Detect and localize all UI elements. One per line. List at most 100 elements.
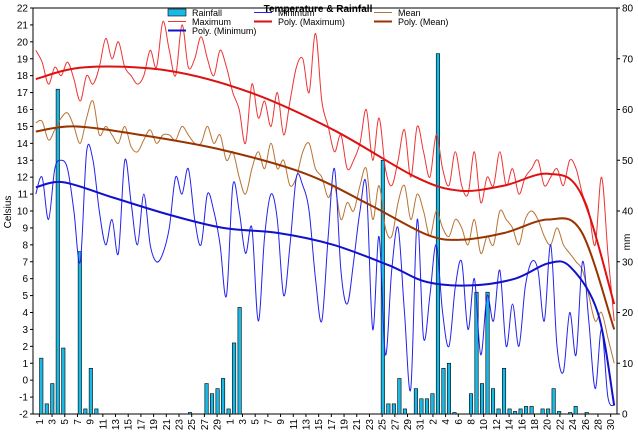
rainfall-bar [77,251,82,415]
x-tick-label: 3 [48,419,59,425]
x-tick-label: 17 [327,419,338,431]
rainfall-bar [391,403,396,415]
y-right-tick-label: 70 [622,54,634,65]
x-tick-label: 24 [568,419,579,431]
x-tick-label: 9 [86,419,97,425]
x-tick-label: 3 [238,419,249,425]
x-tick-label: 13 [111,419,122,431]
rainfall-bar [540,408,545,415]
y-right-tick-label: 20 [622,308,634,319]
axes: -2-1012345678910111213141516171819202122… [17,4,634,431]
x-tick-label: 12 [492,419,503,431]
y-left-tick-label: 0 [22,376,28,387]
x-tick-label: 6 [454,419,465,425]
rainfall-bar [232,342,237,415]
legend-label: Mean [398,8,421,18]
x-tick-label: 26 [581,419,592,431]
legend-label: Poly. (Minimum) [192,26,256,36]
y-left-tick-label: 3 [22,325,28,336]
rainfall-bar [402,408,407,415]
x-tick-label: 19 [340,419,351,431]
y-left-tick-label: 19 [17,54,29,65]
x-tick-label: 8 [467,419,478,425]
x-tick-label: 27 [200,419,211,431]
x-tick-label: 30 [606,419,617,431]
rainfall-bar [491,388,496,415]
x-tick-label: 25 [378,419,389,431]
x-tick-label: 11 [289,419,300,430]
y-left-tick-label: 11 [18,190,29,201]
x-tick-label: 13 [301,419,312,431]
y-left-tick-label: 4 [22,308,28,319]
x-tick-label: 7 [263,419,274,425]
x-tick-label: 29 [403,419,414,431]
x-tick-label: 1 [225,419,236,425]
y-right-tick-label: 50 [622,156,634,167]
y-right-tick-label: 0 [622,410,628,421]
y-left-tick-label: 13 [17,156,29,167]
y-left-tick-label: -2 [19,410,28,421]
minimum-line [35,143,615,407]
rainfall-bar [568,412,573,415]
rainfall-bar [94,408,99,415]
rainfall-bar [88,368,93,415]
y-left-tick-label: 21 [17,20,29,31]
x-tick-label: 7 [73,419,84,425]
rainfall-bar [380,159,385,415]
legend-label: Poly. (Mean) [398,17,448,27]
y-left-tick-label: 10 [17,207,29,218]
rainfall-bar [551,388,556,415]
x-tick-label: 16 [517,419,528,431]
y-right-tick-label: 60 [622,105,634,116]
x-tick-label: 29 [213,419,224,431]
rainfall-bar [386,403,391,415]
poly-maximum-line [35,65,616,305]
y-right-tick-label: 80 [622,4,634,15]
y-left-tick-label: 6 [22,274,28,285]
legend: Rainfall Minimum Mean Maximum Poly. (Maximum… [167,8,448,36]
rainfall-bar [221,378,226,415]
y-left-tick-label: 18 [17,71,29,82]
rainfall-bar [188,412,193,415]
x-tick-label: 10 [479,419,490,431]
rainfall-bar [513,411,518,415]
y-right-tick-label: 40 [622,207,634,218]
rainfall-bar [441,368,446,415]
rainfall-bar [496,408,501,415]
rainfall-bar [424,398,429,415]
x-tick-label: 20 [543,419,554,431]
rainfall-bar [55,88,60,415]
rainfall-bar [480,383,485,415]
rainfall-bar [452,412,457,415]
rainfall-bar [485,291,490,415]
rainfall-bar [397,378,402,415]
y-right-tick-label: 30 [622,257,634,268]
rainfall-bar [413,388,418,415]
x-tick-label: 22 [555,419,566,431]
y-left-tick-label: 17 [17,88,29,99]
y-left-tick-label: 14 [17,139,29,150]
rainfall-bar [435,53,440,415]
y-axis-right-label: mm [622,234,633,251]
y-left-tick-label: 1 [22,359,28,370]
x-tick-label: 21 [162,419,173,431]
x-tick-label: 5 [251,419,262,425]
x-tick-label: 15 [314,419,325,431]
y-left-tick-label: 15 [17,122,29,133]
x-tick-label: 4 [441,419,452,425]
rainfall-bar [584,412,589,415]
rainfall-bar [529,406,534,415]
rainfall-bar [468,393,474,415]
x-tick-label: 23 [365,419,376,431]
legend-label: Poly. (Maximum) [278,17,345,27]
rainfall-bar [237,307,242,415]
x-tick-label: 23 [175,419,186,431]
rainfall-bar [446,362,451,415]
x-tick-label: 2 [428,419,439,425]
x-tick-label: 9 [276,419,287,425]
rainfall-bar [83,408,88,415]
x-tick-label: 19 [149,419,160,431]
legend-label: Maximum [192,17,231,27]
y-left-tick-label: 7 [22,257,28,268]
